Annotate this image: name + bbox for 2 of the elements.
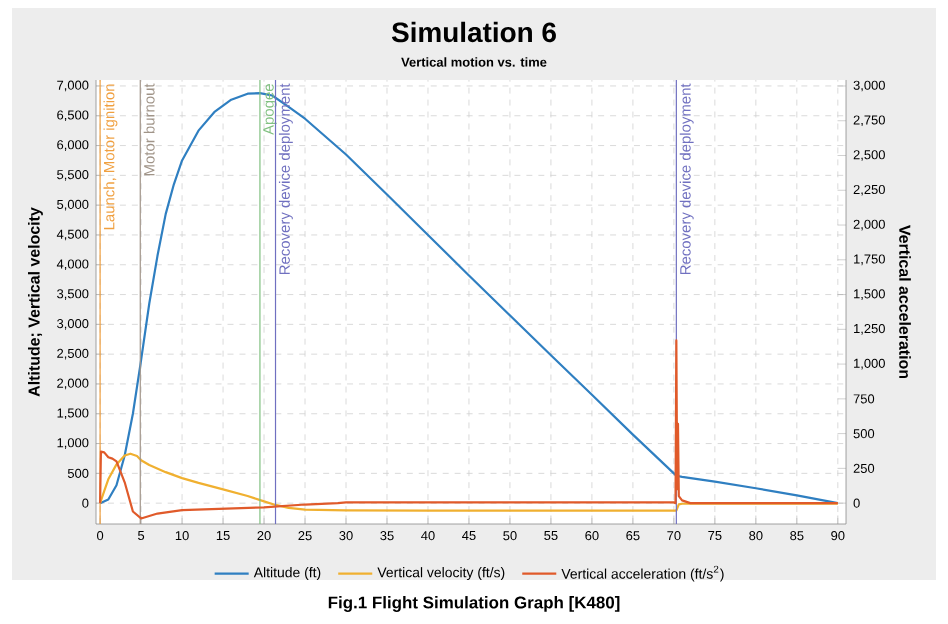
caption: Fig.1 Flight Simulation Graph [K480] [328,596,620,612]
chart-title: Simulation 6 [391,21,556,43]
